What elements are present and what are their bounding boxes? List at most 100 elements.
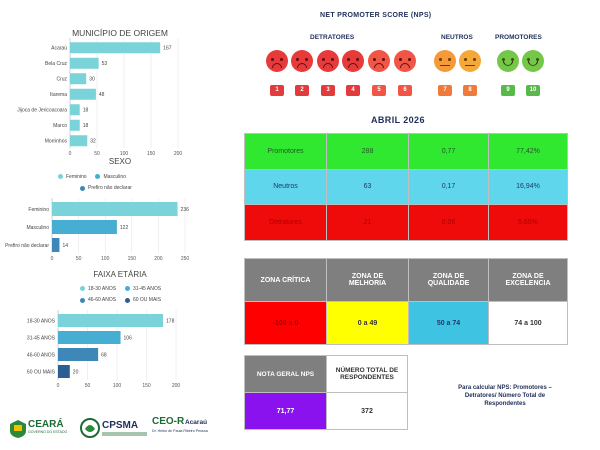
bar [58,331,121,344]
data-label: 48 [99,92,105,98]
nps-score-badge: 10 [526,85,540,96]
logo-ceara: CEARÁ GOVERNO DO ESTADO [10,418,72,440]
bar [70,88,96,100]
data-label: 20 [73,369,79,375]
x-tick-label: 50 [85,383,91,389]
category-label: Itarema [50,92,67,98]
bar [52,220,117,234]
category-label: Jijoca de Jericoacoara [17,108,67,114]
category-label: Acaraú [51,46,67,52]
row-percent: 5,65% [488,204,568,241]
x-tick-label: 0 [57,383,60,389]
table-row: Detratores 21 0,06 5,65% [244,204,568,241]
cpsma-emblem-icon [80,418,100,438]
legend-dot [95,174,101,179]
category-label: 60 OU MAIS [27,369,56,375]
row-ratio: 0,77 [408,133,489,170]
data-label: 122 [120,225,129,231]
x-tick-label: 150 [128,256,137,262]
angry-face-icon [317,50,339,72]
chart-faixa-title: FAIXA ETÁRIA [93,270,147,279]
zone-melhoria-range: 0 a 49 [326,301,409,345]
bar [70,104,80,116]
legend-item: 46-60 ANOS [80,295,116,305]
x-tick-label: 0 [51,256,54,262]
zone-excelencia-range: 74 a 100 [488,301,568,345]
legend-item: 31-45 ANOS [124,284,161,294]
bar [70,135,88,147]
data-label: 167 [163,46,172,52]
angry-face-icon [291,50,313,72]
table-row: Promotores 288 0,77 77,42% [244,133,568,170]
chart-municipio: 0 50 100 150 200 Acaraú 167 Bela Cruz 53 Cruz 30 It… [17,38,182,157]
logo-ceara-subtext: GOVERNO DO ESTADO [28,430,68,434]
legend-label: 60 OU MAIS [132,297,162,303]
legend-dot [124,297,130,303]
total-value: 372 [326,392,408,430]
logo-ceo-city: Acaraú [185,419,208,426]
total-header: NÚMERO TOTAL DE RESPONDENTES [326,355,408,393]
nota-table: NOTA GERAL NPS NÚMERO TOTAL DE RESPONDEN… [244,355,408,430]
nps-score-badge: 6 [398,85,412,96]
neutral-face-icon [434,50,456,72]
data-label: 178 [166,318,175,324]
legend-dot [58,174,63,179]
nps-score-badge: 2 [295,85,309,96]
logo-ceo: CEO-R Acaraú Dr. Heitor de Paula Ribeiro… [152,416,222,442]
x-tick-label: 150 [142,383,151,389]
legend-dot [80,286,85,291]
chart-municipio-title: MUNICÍPIO DE ORIGEM [72,28,168,38]
chart-sexo-title: SEXO [108,157,132,166]
zone-qualidade-range: 50 a 74 [408,301,489,345]
category-label: Feminino [28,207,49,213]
zone-excelencia-header: ZONA DE EXCELENCIA [488,258,568,302]
neutros-group-label: NEUTROS [441,34,473,41]
data-label: 236 [181,207,190,213]
chart-faixa-legend: 18-30 ANOS 31-45 ANOS 46-60 ANOS 60 OU M… [80,282,200,305]
category-label: Cruz [56,77,67,83]
bar [58,314,164,327]
bar [70,57,99,69]
bar [70,119,80,131]
angry-face-icon [368,50,390,72]
nps-score-badge: 1 [270,85,284,96]
legend-item: Prefiro não declarar [80,183,132,193]
x-tick-label: 50 [94,151,100,157]
data-label: 106 [124,335,133,341]
x-tick-label: 50 [76,256,82,262]
x-tick-label: 100 [113,383,122,389]
x-tick-label: 100 [101,256,110,262]
nps-score-badge: 5 [372,85,386,96]
nps-score-badge: 3 [321,85,335,96]
legend-label: Feminino [66,173,87,180]
happy-face-icon [497,50,519,72]
nota-value-row: 71,77 372 [244,392,408,430]
row-percent: 77,42% [488,133,568,170]
x-tick-label: 250 [181,256,190,262]
legend-dot [124,286,130,291]
zone-melhoria-header: ZONA DE MELHORIA [326,258,409,302]
legend-dot [80,185,85,191]
legend-item: Feminino [58,172,87,182]
nps-score-badge: 8 [463,85,477,96]
zone-qualidade-header: ZONA DE QUALIDADE [408,258,489,302]
zone-critica-header: ZONA CRÍTICA [244,258,327,302]
legend-label: 46-60 ANOS [88,297,117,303]
logo-cpsma-underline [102,432,147,436]
category-label: Marco [53,123,67,129]
zones-range-row: -100 a 0 0 a 49 50 a 74 74 a 100 [244,301,568,345]
bar [70,73,87,85]
row-ratio: 0,17 [408,168,489,206]
category-label: 18-30 ANOS [27,318,56,324]
category-label: Masculino [26,225,49,231]
neutral-face-icon [459,50,481,72]
promotores-group-label: PROMOTORES [495,34,542,41]
zone-critica-range: -100 a 0 [244,301,327,345]
zones-table: ZONA CRÍTICA ZONA DE MELHORIA ZONA DE QU… [244,258,568,345]
angry-face-icon [266,50,288,72]
data-label: 68 [101,352,107,358]
logo-cpsma-text: CPSMA [102,420,139,431]
summary-table: Promotores 288 0,77 77,42% Neutros 63 0,… [244,133,568,241]
legend-label: Masculino [103,173,126,180]
table-row: Neutros 63 0,17 16,94% [244,168,568,206]
